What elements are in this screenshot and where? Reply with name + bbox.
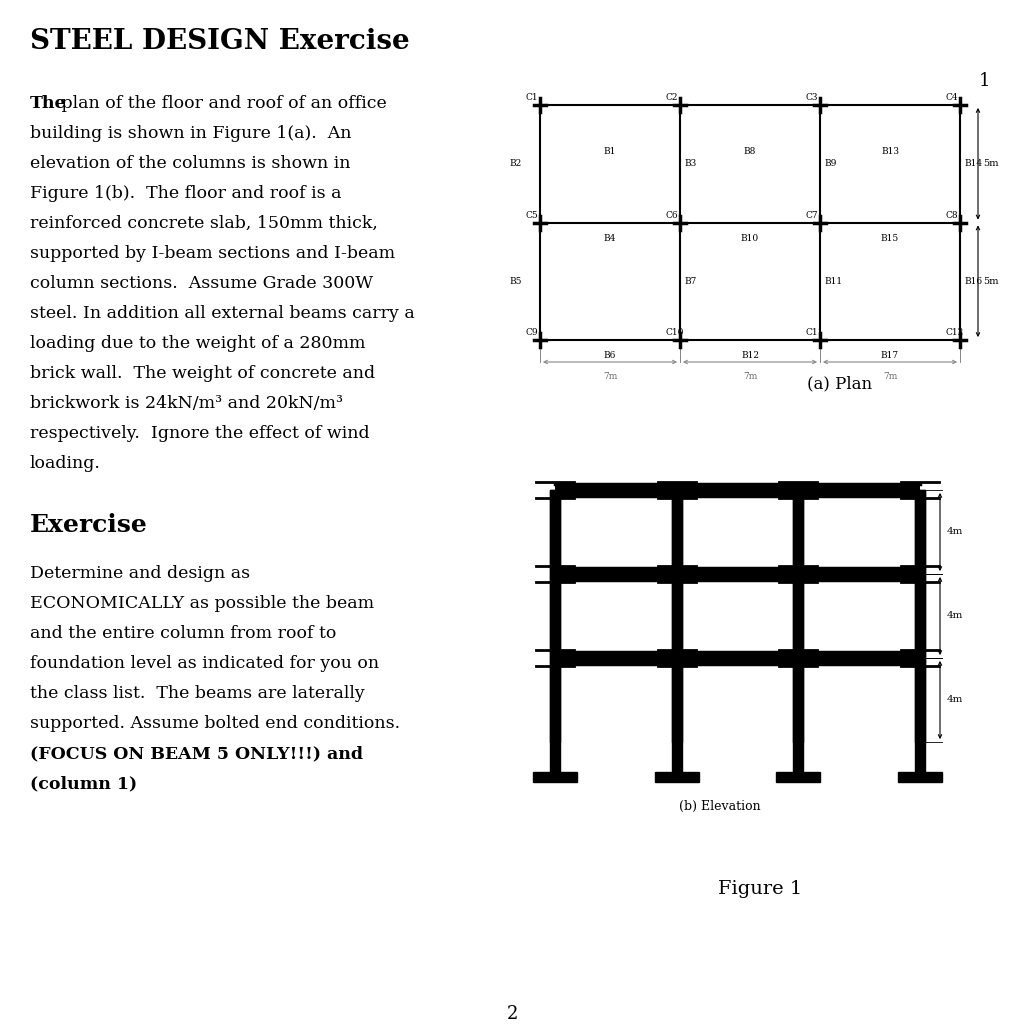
Text: Figure 1: Figure 1 — [718, 880, 802, 898]
Bar — [898, 772, 942, 782]
Bar — [555, 568, 920, 580]
Text: ECONOMICALLY as possible the beam: ECONOMICALLY as possible the beam — [30, 595, 374, 612]
Text: B1: B1 — [604, 147, 616, 157]
Text: B7: B7 — [684, 276, 696, 286]
Text: brick wall.  The weight of concrete and: brick wall. The weight of concrete and — [30, 365, 375, 382]
Text: B6: B6 — [604, 351, 616, 360]
Text: C8: C8 — [946, 211, 958, 219]
Bar — [654, 772, 698, 782]
Text: 4m: 4m — [947, 527, 964, 537]
Text: loading due to the weight of a 280mm: loading due to the weight of a 280mm — [30, 335, 366, 352]
Bar — [672, 742, 682, 772]
Text: loading.: loading. — [30, 455, 101, 472]
Text: 1: 1 — [979, 72, 990, 90]
Text: 7m: 7m — [883, 372, 897, 381]
Bar — [794, 742, 804, 772]
Text: the class list.  The beams are laterally: the class list. The beams are laterally — [30, 685, 365, 702]
Text: B2: B2 — [510, 160, 522, 168]
Bar — [776, 772, 820, 782]
Text: 4m: 4m — [947, 695, 964, 705]
Text: (b) Elevation: (b) Elevation — [679, 800, 761, 813]
Text: C5: C5 — [526, 211, 539, 219]
Text: supported. Assume bolted end conditions.: supported. Assume bolted end conditions. — [30, 715, 400, 732]
Text: C3: C3 — [806, 93, 818, 102]
Bar — [555, 652, 920, 664]
Bar — [915, 490, 925, 742]
Text: B8: B8 — [743, 147, 756, 157]
Text: B5: B5 — [510, 276, 522, 286]
Text: C2: C2 — [666, 93, 679, 102]
Text: (column 1): (column 1) — [30, 775, 137, 792]
Text: 5m: 5m — [983, 160, 998, 168]
Text: column sections.  Assume Grade 300W: column sections. Assume Grade 300W — [30, 275, 373, 292]
Bar — [550, 490, 560, 742]
Text: Determine and design as: Determine and design as — [30, 565, 250, 582]
Text: 4m: 4m — [947, 611, 964, 621]
Bar — [550, 490, 560, 742]
Bar — [794, 490, 804, 742]
Text: B15: B15 — [881, 234, 899, 243]
Text: B13: B13 — [881, 147, 899, 157]
Bar — [794, 490, 804, 742]
Text: B12: B12 — [741, 351, 759, 360]
Text: Figure 1(b).  The floor and roof is a: Figure 1(b). The floor and roof is a — [30, 185, 341, 202]
Bar — [672, 490, 682, 742]
Text: steel. In addition all external beams carry a: steel. In addition all external beams ca… — [30, 305, 415, 322]
Text: B17: B17 — [881, 351, 899, 360]
Text: respectively.  Ignore the effect of wind: respectively. Ignore the effect of wind — [30, 425, 370, 442]
Text: elevation of the columns is shown in: elevation of the columns is shown in — [30, 155, 350, 172]
Text: B10: B10 — [741, 234, 759, 243]
Bar — [915, 490, 925, 742]
Bar — [915, 742, 925, 772]
Text: C11: C11 — [806, 328, 824, 337]
Bar — [534, 772, 577, 782]
Bar — [550, 742, 560, 772]
Text: supported by I-beam sections and I-beam: supported by I-beam sections and I-beam — [30, 245, 395, 262]
Text: 7m: 7m — [742, 372, 757, 381]
Text: The: The — [30, 95, 67, 112]
Bar — [672, 490, 682, 742]
Text: C4: C4 — [946, 93, 958, 102]
Text: B3: B3 — [684, 160, 696, 168]
Text: (a) Plan: (a) Plan — [808, 375, 872, 392]
Text: Exercise: Exercise — [30, 513, 147, 537]
Bar — [555, 484, 920, 496]
Text: C1: C1 — [526, 93, 539, 102]
Text: (FOCUS ON BEAM 5 ONLY!!!) and: (FOCUS ON BEAM 5 ONLY!!!) and — [30, 745, 362, 762]
Text: and the entire column from roof to: and the entire column from roof to — [30, 625, 336, 642]
Text: B14: B14 — [964, 160, 982, 168]
Text: B16: B16 — [964, 276, 982, 286]
Text: reinforced concrete slab, 150mm thick,: reinforced concrete slab, 150mm thick, — [30, 215, 378, 232]
Text: building is shown in Figure 1(a).  An: building is shown in Figure 1(a). An — [30, 125, 351, 142]
Text: B4: B4 — [604, 234, 616, 243]
Text: B11: B11 — [824, 276, 842, 286]
Text: C12: C12 — [946, 328, 965, 337]
Text: 7m: 7m — [603, 372, 617, 381]
Text: STEEL DESIGN Exercise: STEEL DESIGN Exercise — [30, 28, 410, 55]
Text: B9: B9 — [824, 160, 837, 168]
Text: C9: C9 — [526, 328, 539, 337]
Text: C7: C7 — [806, 211, 818, 219]
Text: C6: C6 — [666, 211, 679, 219]
Text: 5m: 5m — [983, 276, 998, 286]
Text: brickwork is 24kN/m³ and 20kN/m³: brickwork is 24kN/m³ and 20kN/m³ — [30, 395, 343, 412]
Text: C10: C10 — [666, 328, 684, 337]
Text: foundation level as indicated for you on: foundation level as indicated for you on — [30, 655, 379, 672]
Text: plan of the floor and roof of an office: plan of the floor and roof of an office — [56, 95, 387, 112]
Text: 2: 2 — [506, 1005, 518, 1023]
